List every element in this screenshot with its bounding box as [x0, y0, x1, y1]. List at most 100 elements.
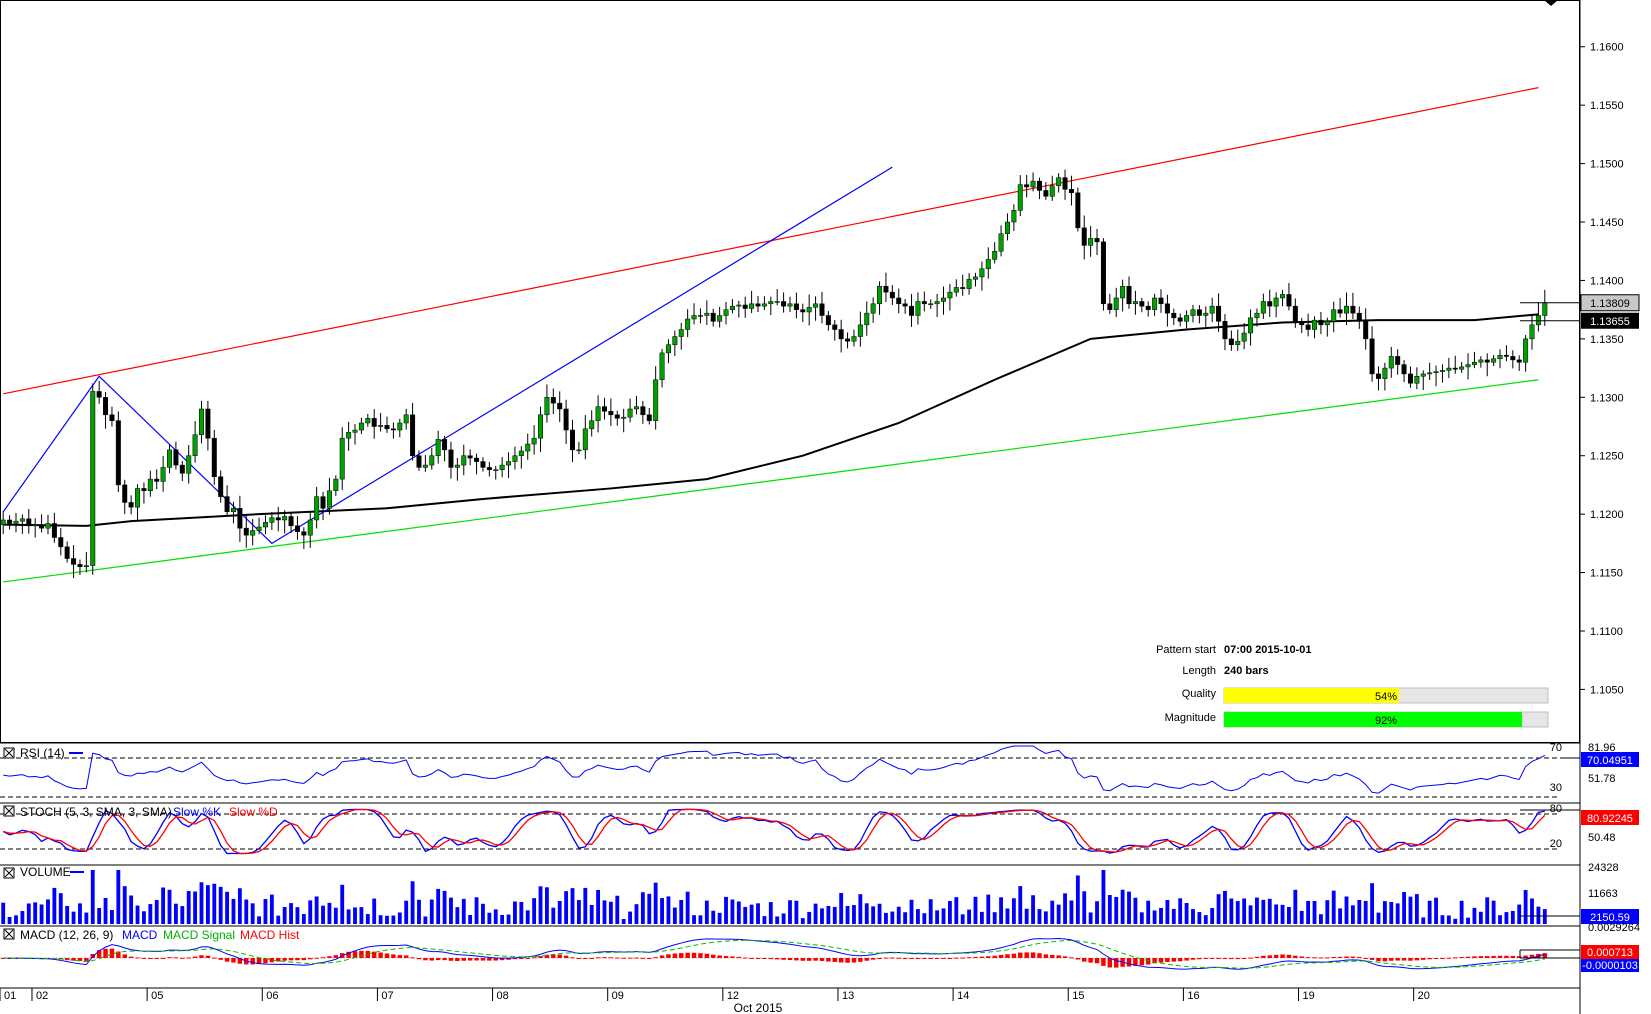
macd-hist-bar — [205, 955, 211, 958]
volume-bar — [1318, 914, 1323, 924]
candle — [442, 439, 448, 451]
candle — [467, 455, 473, 459]
macd-hist-bar — [819, 958, 825, 962]
volume-bar — [429, 899, 434, 924]
candle — [1113, 297, 1119, 310]
volume-bar — [391, 915, 396, 924]
volume-bar — [634, 904, 639, 924]
volume-bar — [20, 911, 25, 924]
candle — [717, 315, 723, 322]
macd-hist-bar — [551, 954, 556, 958]
macd-hist-bar — [288, 958, 294, 961]
candle — [269, 517, 275, 523]
candle — [870, 303, 876, 314]
candle — [1516, 359, 1522, 363]
macd-hist-bar — [474, 958, 479, 961]
volume-title: VOLUME — [20, 865, 71, 879]
volume-bar — [941, 908, 946, 924]
macd-hist-bar — [1165, 958, 1170, 962]
candle — [1535, 315, 1541, 326]
candle — [1420, 373, 1426, 377]
volume-bar — [1350, 905, 1355, 924]
stoch-series-d: Slow %D — [229, 805, 278, 819]
macd-hist-bar — [992, 955, 997, 958]
candle — [1318, 319, 1324, 326]
macd-hist-bar — [890, 957, 895, 959]
macd-hist-bar — [710, 954, 716, 958]
candle — [1049, 185, 1055, 197]
rsi-level-30-label: 30 — [1550, 782, 1562, 794]
rsi-axis-top: 81.96 — [1588, 742, 1616, 754]
quality-label: Quality — [1182, 688, 1217, 700]
candle — [435, 439, 441, 456]
macd-hist-bar — [666, 954, 671, 958]
macd-hist-bar — [902, 958, 908, 959]
macd-hist-bar — [442, 958, 447, 961]
time-tick-label: 09 — [612, 990, 624, 1002]
volume-bar — [519, 901, 524, 924]
volume-bar — [877, 903, 882, 924]
candle — [141, 488, 147, 492]
macd-hist-bar — [691, 952, 697, 958]
candle — [307, 519, 313, 536]
volume-bar — [1178, 898, 1183, 924]
volume-bar — [979, 911, 984, 924]
volume-bar — [736, 901, 741, 924]
volume-bar — [474, 897, 479, 924]
macd-hist-bar — [333, 955, 339, 958]
candle — [589, 420, 595, 430]
candle — [729, 305, 735, 310]
candle — [1024, 184, 1030, 188]
macd-hist-bar — [308, 958, 313, 960]
volume-bar — [762, 916, 767, 924]
stoch-close-icon-cross — [4, 806, 14, 816]
candle — [672, 336, 678, 345]
candle — [1331, 309, 1337, 322]
volume-bar — [781, 913, 786, 924]
macd-hist-bar — [1337, 956, 1343, 958]
macd-hist-bar — [653, 957, 658, 959]
candle — [1375, 373, 1381, 379]
macd-hist-bar — [1312, 957, 1317, 959]
macd-hist-bar — [154, 958, 159, 959]
volume-bar — [621, 918, 626, 924]
candle — [1503, 354, 1509, 357]
macd-signal-line — [3, 939, 1545, 969]
price-tick-label: 1.1350 — [1590, 334, 1624, 346]
corner-marker-icon — [1544, 0, 1558, 6]
candle — [186, 455, 192, 474]
macd-hist-bar — [467, 958, 473, 961]
volume-bar — [90, 870, 95, 924]
candle — [1152, 297, 1158, 310]
candle — [1164, 303, 1170, 314]
volume-bar — [1466, 917, 1470, 924]
macd-hist-bar — [1280, 954, 1285, 958]
volume-bar — [442, 890, 447, 924]
volume-bar — [730, 899, 735, 924]
candle — [64, 546, 70, 559]
candle — [544, 397, 550, 416]
volume-bar — [800, 918, 805, 924]
volume-bar — [1139, 912, 1144, 924]
candle — [1344, 305, 1349, 314]
macd-hist-bar — [378, 952, 383, 958]
macd-hist-bar — [621, 957, 626, 959]
support-line — [3, 379, 1539, 583]
volume-bar — [129, 895, 134, 924]
macd-hist-bar — [717, 955, 722, 958]
candle — [103, 397, 109, 416]
rsi-title: RSI (14) — [20, 746, 65, 760]
macd-hist-bar — [1209, 957, 1215, 959]
volume-bar — [1114, 896, 1119, 924]
volume-bar — [1011, 898, 1016, 924]
macd-hist-bar — [160, 957, 166, 959]
macd-hist-bar — [1229, 958, 1234, 960]
candle — [1414, 376, 1420, 384]
candle — [825, 315, 831, 326]
volume-bar — [1133, 897, 1138, 924]
volume-bar — [768, 902, 773, 924]
volume-bar — [218, 886, 223, 924]
volume-bar — [1344, 896, 1349, 924]
candle — [864, 312, 870, 326]
candle — [582, 428, 588, 451]
